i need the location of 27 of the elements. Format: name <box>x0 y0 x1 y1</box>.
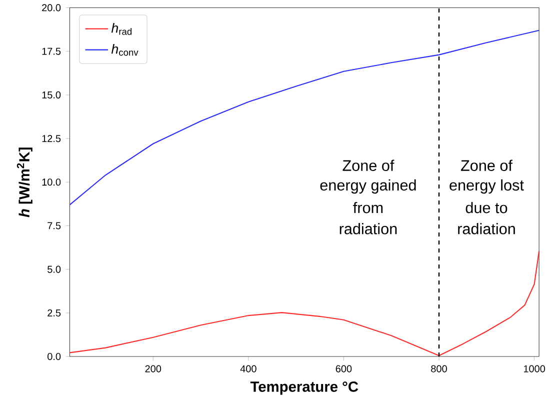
y-tick-label: 7.5 <box>48 222 61 230</box>
annotation: Zone of <box>342 160 394 171</box>
line-series <box>69 250 540 356</box>
y-tick-label: 15.0 <box>42 91 61 98</box>
x-tick-label: 800 <box>431 365 447 372</box>
y-axis-title: h [W/m$^{2}$K] <box>16 148 32 218</box>
y-tick-label: 17.5 <box>42 48 61 55</box>
legend-label: h$_{rad}$ <box>111 22 132 35</box>
x-tick-label: 400 <box>240 365 256 372</box>
annotation: energy lost <box>450 179 524 194</box>
annotation: energy gained <box>320 179 416 194</box>
y-tick-label: 5.0 <box>48 266 61 273</box>
y-tick-label: 2.5 <box>48 309 61 316</box>
y-tick-label: 0.0 <box>48 352 61 360</box>
annotation: due to <box>466 202 508 214</box>
x-tick-label: 600 <box>336 365 352 372</box>
annotation: radiation <box>340 223 397 234</box>
y-tick-label: 12.5 <box>42 134 61 142</box>
annotation: radiation <box>458 223 515 234</box>
x-axis-title: Temperature °C <box>250 381 358 395</box>
annotation: from <box>353 202 383 214</box>
y-tick-label: 20.0 <box>42 4 61 12</box>
annotation: Zone of <box>460 160 513 171</box>
x-tick-label: 1000 <box>524 365 546 372</box>
legend-label: h$_{conv}$ <box>111 44 138 56</box>
y-tick-label: 10.0 <box>42 178 61 186</box>
x-tick-label: 200 <box>145 365 162 372</box>
